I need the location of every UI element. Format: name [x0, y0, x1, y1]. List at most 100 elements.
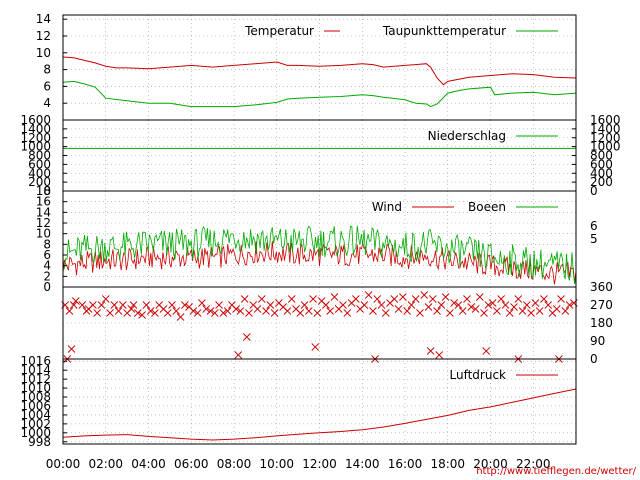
wind-direction-marker [501, 301, 510, 309]
wind-direction-marker [343, 309, 352, 317]
frames-layer [62, 14, 577, 445]
wind-direction-marker [373, 295, 382, 303]
wind-direction-marker [403, 307, 411, 315]
wind-direction-marker [565, 301, 574, 309]
wind-direction-marker [309, 295, 317, 303]
ytick-label: 6 [43, 248, 51, 262]
ytick-label-right: 6 [590, 219, 598, 233]
wind-direction-marker [454, 301, 463, 309]
ytick-label-right: 1400 [590, 122, 621, 136]
xtick-label: 12:00 [302, 457, 337, 471]
series-layer [61, 56, 578, 441]
wind-direction-marker [176, 313, 185, 321]
ytick-label-right: 180 [590, 316, 613, 330]
wind-direction-marker [527, 309, 535, 317]
wind-direction-marker [433, 307, 441, 315]
wind-direction-marker [206, 307, 215, 315]
xtick-label: 14:00 [345, 457, 380, 471]
ytick-label: 1000 [20, 140, 51, 154]
wind-direction-marker [234, 351, 243, 359]
ytick-label: 1400 [20, 122, 51, 136]
legend-label: Taupunkttemperatur [382, 24, 506, 38]
wind-direction-marker [330, 293, 339, 301]
wind-direction-marker [243, 333, 251, 341]
ytick-label: 1010 [20, 381, 51, 395]
wind-direction-marker [407, 301, 416, 309]
ytick-label: 1002 [20, 417, 51, 431]
wind-direction-marker [202, 305, 211, 313]
wind-direction-marker [189, 307, 198, 315]
ytick-label: 1012 [20, 372, 51, 386]
ytick-label: 4 [43, 96, 51, 110]
wind-direction-marker [236, 307, 245, 315]
ytick-label-right: 5 [590, 232, 598, 246]
wind-direction-marker [119, 301, 127, 309]
wind-direction-marker [390, 295, 399, 303]
xtick-label: 16:00 [388, 457, 423, 471]
wind-direction-marker [219, 309, 228, 317]
ytick-label: 600 [28, 157, 51, 171]
ytick-label: 1200 [20, 131, 51, 145]
ytick-label-right: 1000 [590, 140, 621, 154]
wind-direction-marker [561, 307, 570, 315]
wind-direction-marker [399, 293, 407, 301]
wind-direction-marker [424, 303, 433, 311]
ytick-label: 14 [36, 205, 51, 219]
wind-direction-marker [428, 295, 437, 303]
wind-direction-marker [93, 309, 102, 317]
ytick-label-right: 360 [590, 280, 613, 294]
wind-direction-marker [381, 309, 390, 317]
wind-direction-marker [416, 309, 424, 317]
wind-direction-marker [304, 307, 313, 315]
wind-direction-marker [523, 301, 531, 309]
xtick-label: 08:00 [217, 457, 252, 471]
ytick-label: 1008 [20, 390, 51, 404]
wind-direction-marker [69, 301, 78, 309]
ytick-label-right: 200 [590, 175, 613, 189]
wind-direction-marker [110, 301, 119, 309]
wind-direction-marker [72, 297, 80, 305]
wind-direction-marker [198, 299, 206, 307]
wind-direction-marker [106, 309, 114, 317]
ytick-label: 10 [36, 227, 51, 241]
wind-direction-marker [510, 303, 518, 311]
wind-direction-marker [426, 347, 435, 355]
xtick-label: 02:00 [88, 457, 123, 471]
wind-direction-marker [369, 307, 377, 315]
wind-direction-marker [114, 307, 123, 315]
wind-direction-marker [435, 351, 444, 359]
ytick-label-right: 600 [590, 157, 613, 171]
legend-label: Niederschlag [428, 129, 506, 143]
ytick-label: 998 [28, 435, 51, 449]
wind-direction-marker [446, 309, 454, 317]
wind-direction-marker [78, 301, 87, 309]
wind-direction-marker [101, 295, 110, 303]
series-line-taupunkttemperatur [62, 80, 577, 108]
xtick-label: 10:00 [259, 457, 294, 471]
wind-direction-marker [437, 301, 446, 309]
xtick-label: 06:00 [174, 457, 209, 471]
ytick-label: 14 [36, 12, 51, 26]
legend-label: Boeen [468, 200, 506, 214]
wind-direction-marker [163, 309, 172, 317]
wind-direction-marker [287, 295, 296, 303]
wind-direction-marker [471, 305, 480, 313]
ytick-label: 200 [28, 175, 51, 189]
ytick-label-right: 400 [590, 166, 613, 180]
wind-direction-marker [411, 295, 420, 303]
wind-direction-marker [450, 299, 458, 307]
wind-direction-marker [557, 295, 565, 303]
wind-direction-marker [67, 345, 76, 353]
wind-direction-marker [181, 301, 189, 309]
wind-direction-marker [193, 309, 202, 317]
ytick-label: 1014 [20, 363, 51, 377]
wind-direction-marker [420, 291, 429, 299]
ytick-label: 8 [43, 63, 51, 77]
wind-direction-marker [266, 301, 275, 309]
wind-direction-marker [151, 309, 159, 317]
wind-direction-marker [138, 311, 146, 319]
ytick-label: 0 [43, 280, 51, 294]
legend-label: Luftdruck [449, 368, 506, 382]
